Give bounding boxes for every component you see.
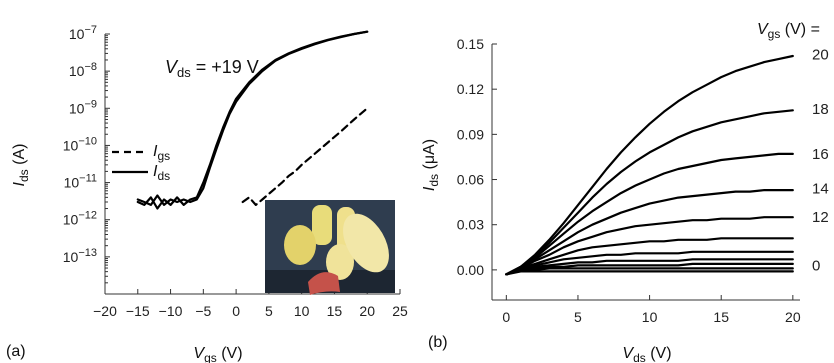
panel-b-series-vgs-2	[505, 267, 794, 276]
panel-a-label: (a)	[6, 343, 26, 360]
legend-label-ids: Ids	[153, 163, 170, 183]
panel-b-x-tick-label: 5	[574, 309, 582, 325]
panel-a-y-tick-label: 10−13	[63, 247, 97, 265]
panel-a-y-label-unit: (A)	[11, 144, 28, 170]
panel-b-curve-label: 14	[812, 181, 829, 198]
panel-a-x-tick-label: 20	[359, 303, 375, 319]
panel-b-x-ticks: 0 5 10 15 20	[502, 295, 801, 325]
panel-b-y-tick-label: 0.06	[457, 172, 484, 188]
panel-b-y-label-sub: ds	[427, 174, 441, 187]
chart-panel-b: 0 5 10 15 20 0.15 0.12 0.09 0.06 0.03 0.00 20 18 16…	[421, 21, 829, 363]
panel-b-x-tick-label: 0	[502, 309, 510, 325]
panel-a-x-tick-label: −20	[93, 303, 117, 319]
panel-b-curve-label: 18	[812, 101, 829, 118]
legend-igs-main: I	[153, 143, 158, 160]
panel-a-series-ids	[136, 30, 369, 206]
panel-b-y-label-main: I	[421, 186, 438, 191]
panel-b-series-vgs-0	[505, 270, 794, 276]
panel-a-x-tick-label: 15	[327, 303, 343, 319]
panel-b-label: (b)	[428, 334, 448, 351]
panel-a-curves	[136, 30, 369, 210]
panel-a-y-label-main: I	[11, 181, 28, 186]
panel-b-series-vgs-12	[505, 216, 794, 276]
panel-a-y-label: Ids (A)	[11, 144, 31, 187]
legend-label-igs: Igs	[153, 143, 170, 163]
panel-a-y-tick-label: 10−11	[64, 173, 97, 191]
panel-b-x-label-main: V	[622, 345, 634, 362]
panel-a-annotation-sub: ds	[177, 65, 191, 80]
panel-b-y-tick-label: 0.15	[457, 36, 484, 52]
panel-b-legend-title: Vgs (V) =	[757, 21, 820, 41]
legend-igs-sub: gs	[157, 149, 170, 163]
panel-a-series-igs	[241, 107, 369, 206]
panel-a-y-tick-label: 10−12	[63, 210, 97, 228]
inset-photo-capsule-center	[326, 244, 354, 280]
panel-b-y-label: Ids (μA)	[421, 139, 441, 191]
panel-a-x-ticks: −20 −15 −10 −5 0 5 10 15 20 25	[93, 289, 408, 319]
panel-a-annotation-main: V	[165, 57, 179, 77]
panel-b-x-tick-label: 20	[785, 309, 801, 325]
panel-b-curves	[505, 54, 794, 276]
panel-a-y-label-sub: ds	[17, 169, 31, 182]
panel-a-x-tick-label: 0	[232, 303, 240, 319]
panel-a-y-ticks: 10−7 10−8 10−9 10−10 10−11 10−12 10−13	[63, 24, 110, 284]
panel-a-y-tick-label: 10−10	[63, 135, 97, 153]
panel-b-legend-title-sub: gs	[768, 27, 781, 41]
panel-b-legend-title-main: V	[757, 21, 769, 38]
panel-b-series-vgs-10	[505, 237, 794, 276]
panel-b-y-tick-label: 0.00	[457, 262, 484, 278]
panel-a-y-tick-label: 10−8	[69, 61, 97, 79]
panel-b-x-tick-label: 15	[713, 309, 729, 325]
panel-b-x-label: Vds (V)	[622, 345, 671, 363]
panel-b-curve-labels: 20 18 16 14 12 0	[812, 47, 829, 275]
panel-a-x-label-main: V	[193, 345, 205, 362]
panel-b-series-vgs-18	[505, 109, 794, 276]
panel-b-series-vgs-4	[505, 262, 794, 276]
panel-b-curve-label: 0	[812, 257, 820, 274]
legend-ids-sub: ds	[157, 169, 170, 183]
panel-a-x-tick-label: 5	[265, 303, 273, 319]
panel-a-x-label-sub: gs	[204, 351, 217, 363]
panel-a-x-tick-label: −15	[126, 303, 150, 319]
panel-a-x-tick-label: 10	[294, 303, 310, 319]
panel-b-x-tick-label: 10	[642, 309, 658, 325]
panel-b-x-label-sub: ds	[633, 351, 646, 363]
panel-a-x-tick-label: −5	[195, 303, 211, 319]
panel-b-curve-label: 16	[812, 146, 829, 163]
panel-a-x-tick-label: −10	[159, 303, 183, 319]
panel-b-x-label-unit: (V)	[646, 345, 672, 362]
panel-b-series-vgs-8	[505, 250, 794, 276]
inset-photo	[265, 200, 395, 295]
panel-a-legend: Igs Ids	[112, 143, 170, 183]
panel-a-y-tick-label: 10−7	[69, 24, 97, 42]
panel-b-y-tick-label: 0.12	[457, 81, 484, 97]
panel-b-y-ticks: 0.15 0.12 0.09 0.06 0.03 0.00	[457, 36, 497, 278]
panel-b-y-tick-label: 0.03	[457, 217, 484, 233]
panel-a-x-label: Vgs (V)	[193, 345, 242, 363]
panel-a-x-label-unit: (V)	[217, 345, 243, 362]
inset-photo-capsule-left	[284, 225, 316, 265]
panel-b-series-vgs-6	[505, 258, 794, 276]
panel-a-x-tick-label: 25	[392, 303, 408, 319]
legend-ids-main: I	[153, 163, 158, 180]
panel-a-annotation-rest: = +19 V	[191, 57, 259, 77]
inset-photo-vial-left	[312, 205, 332, 245]
panel-b-y-label-unit: (μA)	[421, 139, 438, 174]
panel-b-y-tick-label: 0.09	[457, 126, 484, 142]
panel-b-curve-label: 20	[812, 47, 829, 64]
chart-panel-a: −20 −15 −10 −5 0 5 10 15 20 25 10−710−810−910−101…	[6, 24, 408, 363]
inset-photo-capsule-right	[343, 213, 389, 273]
panel-b-series-vgs-14	[505, 189, 794, 276]
panel-b-curve-label: 12	[812, 209, 829, 226]
panel-a-y-tick-label: 10−9	[69, 98, 97, 116]
panel-b-series-vgs-20	[505, 54, 794, 276]
panel-b-series-vgs-16	[505, 152, 794, 276]
inset-photo-flexible-device	[308, 272, 340, 295]
panel-a-annotation: Vds = +19 V	[165, 57, 259, 80]
panel-b-legend-title-rest: (V) =	[780, 21, 820, 38]
